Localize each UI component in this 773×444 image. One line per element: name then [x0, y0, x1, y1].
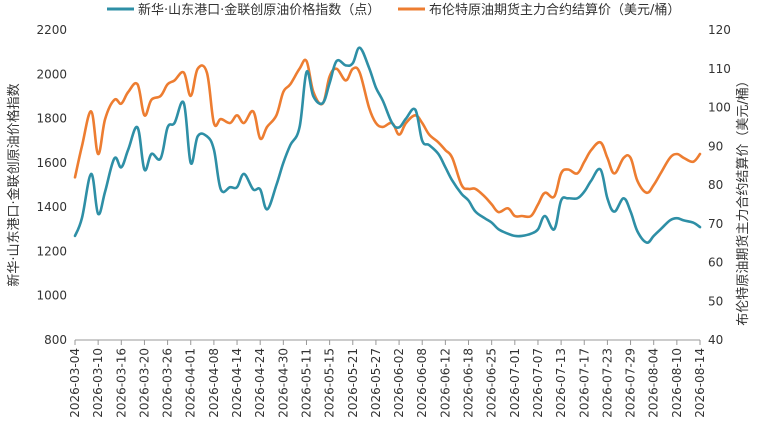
- x-tick-label: 2026-07-29: [624, 348, 638, 418]
- x-tick-label: 2026-06-25: [485, 348, 499, 418]
- y-axis-left-ticks: 800 1000 1200 1400 1600 1800 2000 2200: [36, 23, 67, 347]
- x-axis: 2026-03-04 2026-03-10 2026-03-16 2026-03-20…: [68, 339, 707, 418]
- y-right-tick-label: 110: [708, 62, 731, 76]
- series-line-1: [73, 46, 702, 244]
- y-axis-right-ticks: 40 50 60 70 80 90 100 110 120: [708, 23, 731, 347]
- x-tick-label: 2026-04-01: [184, 348, 198, 418]
- x-tick-label: 2026-04-24: [253, 348, 267, 418]
- x-tick-label: 2026-08-10: [670, 348, 684, 418]
- x-tick-label: 2026-07-07: [531, 348, 545, 418]
- x-tick-label: 2026-04-30: [276, 348, 290, 418]
- x-tick-label: 2026-06-18: [462, 348, 476, 418]
- y-left-tick-label: 1800: [36, 112, 67, 126]
- y-right-tick-label: 80: [708, 178, 723, 192]
- y-axis-right-title: 布伦特原油期货主力合约结算价（美元/桶）: [735, 74, 751, 325]
- x-tick-label: 2026-04-14: [230, 348, 244, 418]
- x-tick-label: 2026-03-04: [68, 348, 82, 418]
- y-right-tick-label: 70: [708, 217, 723, 231]
- y-right-tick-label: 120: [708, 23, 731, 37]
- x-tick-label: 2026-05-21: [346, 348, 360, 418]
- y-left-tick-label: 2000: [36, 67, 67, 81]
- x-tick-label: 2026-03-16: [114, 348, 128, 418]
- y-right-tick-label: 100: [708, 101, 731, 115]
- legend-label-series-1: 新华·山东港口·金联创原油价格指数（点）: [138, 2, 380, 18]
- y-left-tick-label: 2200: [36, 23, 67, 37]
- x-tick-label: 2026-05-11: [299, 348, 313, 418]
- y-left-tick-label: 1600: [36, 156, 67, 170]
- x-tick-label: 2026-06-08: [415, 348, 429, 418]
- series-line-2: [73, 58, 702, 219]
- y-left-tick-label: 1400: [36, 200, 67, 214]
- x-tick-label: 2026-06-02: [392, 348, 406, 418]
- x-tick-label: 2026-08-04: [647, 348, 661, 418]
- y-left-tick-label: 800: [44, 333, 67, 347]
- x-tick-label: 2026-08-14: [693, 348, 707, 418]
- series-lines: [73, 46, 702, 244]
- y-left-tick-label: 1200: [36, 244, 67, 258]
- legend-label-series-2: 布伦特原油期货主力合约结算价（美元/桶）: [429, 2, 680, 18]
- x-tick-label: 2026-05-27: [369, 348, 383, 418]
- legend: 新华·山东港口·金联创原油价格指数（点） 布伦特原油期货主力合约结算价（美元/桶…: [107, 2, 680, 18]
- x-tick-label: 2026-03-26: [161, 348, 175, 418]
- x-tick-label: 2026-05-15: [323, 348, 337, 418]
- y-right-tick-label: 90: [708, 139, 723, 153]
- x-tick-label: 2026-07-13: [554, 348, 568, 418]
- x-tick-label: 2026-04-08: [207, 348, 221, 418]
- y-left-tick-label: 1000: [36, 289, 67, 303]
- x-tick-label: 2026-03-10: [91, 348, 105, 418]
- x-tick-label: 2026-07-01: [508, 348, 522, 418]
- y-right-tick-label: 50: [708, 294, 723, 308]
- x-tick-label: 2026-07-17: [577, 348, 591, 418]
- y-axis-left-title: 新华·山东港口·金联创原油价格指数: [6, 83, 22, 286]
- x-tick-label: 2026-07-23: [600, 348, 614, 418]
- x-tick-label: 2026-06-12: [438, 348, 452, 418]
- y-right-tick-label: 40: [708, 333, 723, 347]
- y-right-tick-label: 60: [708, 256, 723, 270]
- x-tick-label: 2026-03-20: [137, 348, 151, 418]
